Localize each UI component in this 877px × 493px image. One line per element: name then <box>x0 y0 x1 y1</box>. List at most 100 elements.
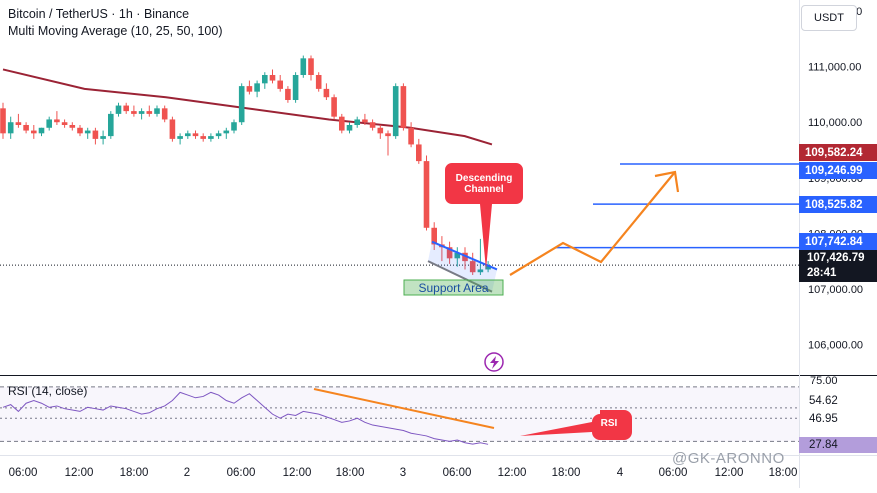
last-price-tag: 107,426.79 28:41 <box>799 250 877 282</box>
lightning-bolt-icon <box>490 356 499 369</box>
support-area-label: Support Area <box>418 281 489 295</box>
candle-body <box>0 108 6 134</box>
rsi-line <box>2 391 489 445</box>
candle-body <box>161 108 168 120</box>
candle-body <box>115 105 122 114</box>
candle-body <box>346 125 353 131</box>
rsi-tick-label: 75.00 <box>810 375 838 387</box>
candle-body <box>408 127 414 145</box>
flash-icon <box>484 352 504 372</box>
projection-arrowhead <box>654 170 680 193</box>
moving-average-line <box>2 68 493 146</box>
candle-body <box>31 130 37 134</box>
candle-body <box>38 127 45 134</box>
support-area-box <box>403 279 504 296</box>
candle-body <box>169 119 176 139</box>
candle-body <box>469 261 476 273</box>
time-tick-label: 12:00 <box>498 467 527 479</box>
descending-channel-callout <box>445 163 523 270</box>
symbol-title[interactable]: Bitcoin / TetherUS · 1h · Binance <box>8 7 190 21</box>
candle-body <box>308 58 314 75</box>
currency-button[interactable]: USDT <box>801 5 857 31</box>
chart-legend: Bitcoin / TetherUS · 1h · Binance Multi … <box>8 6 222 40</box>
candle-body <box>238 86 245 123</box>
time-tick-label: 12:00 <box>283 467 312 479</box>
candle-body <box>339 116 345 131</box>
rsi-callout-label: RSI <box>600 418 618 429</box>
channel-lower-line <box>427 260 493 293</box>
candle-body <box>246 86 253 92</box>
candle-body <box>477 269 484 273</box>
candle-body <box>54 119 60 123</box>
candle-body <box>423 161 430 228</box>
time-tick-label: 4 <box>617 467 624 479</box>
candle-body <box>200 136 206 139</box>
candle-body <box>369 122 376 128</box>
time-tick-label: 18:00 <box>120 467 149 479</box>
time-tick-label: 12:00 <box>715 467 744 479</box>
candle-body <box>177 136 183 139</box>
candle-body <box>262 75 268 84</box>
candle-body <box>61 122 68 125</box>
price-tick-label: 111,000.00 <box>808 62 861 74</box>
candle-body <box>392 86 399 137</box>
target-2-tag: 108,525.82 <box>799 196 877 213</box>
candle-body <box>146 111 153 114</box>
candle-body <box>223 130 230 134</box>
candle-body <box>100 136 106 139</box>
price-tick-label: 107,000.00 <box>808 284 863 296</box>
indicator-label[interactable]: Multi Moving Average (10, 25, 50, 100) <box>8 24 223 38</box>
time-tick-label: 06:00 <box>659 467 688 479</box>
candle-body <box>416 144 422 162</box>
candle-body <box>208 136 214 139</box>
candle-body <box>485 265 491 270</box>
candle-body <box>84 130 91 134</box>
candle-body <box>92 130 99 139</box>
candle-body <box>192 133 199 137</box>
candle-body <box>231 122 237 131</box>
candle-body <box>446 247 453 259</box>
rsi-trend-line <box>313 388 495 429</box>
rsi-callout <box>520 410 632 440</box>
watermark: @GK-ARONNO <box>672 450 785 467</box>
candle-body <box>454 252 461 259</box>
candle-body <box>300 58 307 75</box>
rsi-level-mid: 46.95 <box>809 413 838 425</box>
descending-channel-label: Descending Channel <box>455 173 513 195</box>
candle-body <box>69 125 76 128</box>
candle-body <box>138 111 145 114</box>
candle-body <box>154 108 160 114</box>
candle-body <box>123 105 129 112</box>
candle-body <box>331 97 337 117</box>
candle-body <box>400 86 407 128</box>
last-price: 107,426.79 <box>807 252 865 264</box>
rsi-band-fill <box>0 386 799 442</box>
candle-body <box>292 75 299 100</box>
target-3-tag: 107,742.84 <box>799 233 877 250</box>
candle-body <box>23 125 29 131</box>
candle-body <box>377 127 384 134</box>
candle-body <box>315 75 322 89</box>
candle-body <box>362 119 368 123</box>
rsi-level-upper: 54.62 <box>809 395 838 407</box>
time-tick-label: 2 <box>184 467 190 479</box>
candle-body <box>185 133 191 137</box>
price-tick-label: 110,000.00 <box>808 117 862 129</box>
time-tick-label: 06:00 <box>443 467 472 479</box>
rsi-current-tag: 27.84 <box>799 437 877 453</box>
candle-body <box>46 119 52 128</box>
rsi-legend[interactable]: RSI (14, close) <box>8 384 88 398</box>
time-tick-label: 18:00 <box>552 467 581 479</box>
candle-body <box>462 252 468 262</box>
candle-body <box>15 122 22 125</box>
candle-body <box>385 133 391 137</box>
candle-body <box>354 119 360 125</box>
candle-body <box>131 111 137 114</box>
time-tick-label: 12:00 <box>65 467 94 479</box>
candle-body <box>215 133 222 137</box>
time-tick-label: 06:00 <box>9 467 38 479</box>
time-tick-label: 18:00 <box>336 467 365 479</box>
descending-channel-fill <box>428 241 497 292</box>
